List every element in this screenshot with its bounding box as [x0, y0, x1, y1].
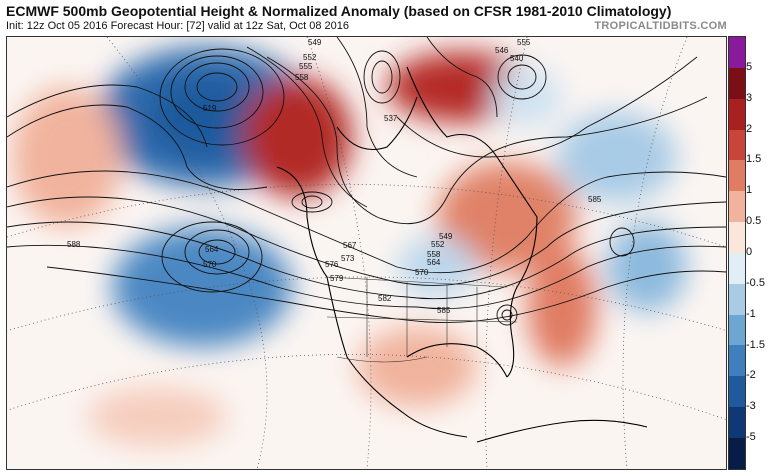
colorbar-labels: 5 3 2 1.5 1 0.5 0 -0.5 -1 -1.5 -2 -3 -5 [746, 36, 775, 468]
positive-anomaly-atlantic [527, 247, 597, 367]
colorbar-label: -2 [746, 369, 756, 382]
negative-anomaly-core [147, 77, 267, 157]
colorbar-segment [729, 283, 745, 315]
contour-label: 549 [308, 38, 322, 47]
chart-title: ECMWF 500mb Geopotential Height & Normal… [6, 3, 672, 19]
colorbar-label: -0.5 [746, 276, 765, 289]
contour-label: 552 [431, 240, 445, 249]
contour-label: 540 [510, 54, 524, 63]
colorbar-segment [729, 160, 745, 192]
contour-label: 588 [67, 240, 81, 249]
positive-anomaly-gulf [357, 327, 477, 407]
contour-label: 558 [427, 250, 441, 259]
colorbar-segment [729, 345, 745, 377]
colorbar-segment [729, 437, 745, 469]
contour-label-group: 549 552 555 558 519 546 540 555 537 564 … [67, 38, 602, 315]
header: ECMWF 500mb Geopotential Height & Normal… [0, 0, 775, 36]
contour-label: 570 [203, 260, 217, 269]
negative-anomaly-northatlantic [557, 112, 677, 202]
contour-label: 585 [437, 306, 451, 315]
positive-anomaly-eastus [437, 162, 577, 272]
political-borders [326, 276, 518, 363]
contour-label: 546 [495, 46, 509, 55]
anomaly-map: 549 552 555 558 519 546 540 555 537 564 … [6, 36, 727, 470]
colorbar-label: 2 [746, 122, 753, 135]
contour-label: 558 [295, 73, 309, 82]
contour-label: 519 [203, 104, 217, 113]
contour-label: 552 [303, 53, 317, 62]
negative-anomaly-eastpacific [112, 227, 292, 347]
positive-anomaly-westpacific [12, 87, 122, 227]
colorbar-segment [729, 67, 745, 99]
contour-label: 567 [343, 241, 357, 250]
negative-anomaly-labrador [492, 67, 562, 127]
colorbar-segment [729, 98, 745, 130]
forecast-info: Init: 12z Oct 05 2016 Forecast Hour: [72… [6, 20, 350, 32]
colorbar-segment [729, 222, 745, 253]
colorbar-label: 3 [746, 91, 753, 104]
contour-label: 537 [384, 114, 398, 123]
contour-label: 564 [427, 258, 441, 267]
colorbar-segment [729, 191, 745, 223]
colorbar-segment [729, 252, 745, 284]
colorbar-segment [729, 37, 745, 68]
graticule [7, 37, 726, 469]
colorbar-segment [729, 314, 745, 346]
contour-label: 585 [588, 195, 602, 204]
colorbar-label: -1.5 [746, 338, 765, 351]
colorbar-label: 1.5 [746, 153, 762, 166]
colorbar-label: -1 [746, 307, 756, 320]
contour-label: 555 [299, 62, 313, 71]
contour-label: 576 [325, 260, 339, 269]
negative-anomaly-centralatlantic [607, 222, 687, 312]
contour-label: 573 [341, 254, 355, 263]
colorbar-label: -5 [746, 431, 756, 444]
contour-label: 579 [330, 274, 344, 283]
colorbar-segment [729, 407, 745, 438]
colorbar-segment [729, 129, 745, 161]
colorbar-segment [729, 376, 745, 408]
colorbar-label: 1 [746, 184, 753, 197]
contour-label: 549 [439, 232, 453, 241]
map-svg: 549 552 555 558 519 546 540 555 537 564 … [7, 37, 726, 469]
colorbar-label: 0.5 [746, 215, 762, 228]
positive-anomaly-southpacific [87, 387, 227, 447]
contour-label: 555 [517, 38, 531, 47]
colorbar-label: -3 [746, 400, 756, 413]
brand-watermark: TROPICALTIDBITS.COM [594, 20, 727, 32]
colorbar-label: 0 [746, 246, 753, 258]
contour-label: 564 [205, 245, 219, 254]
contour-label: 582 [378, 294, 392, 303]
colorbar-label: 5 [746, 60, 753, 73]
contour-label: 570 [415, 268, 429, 277]
colorbar [728, 36, 746, 470]
